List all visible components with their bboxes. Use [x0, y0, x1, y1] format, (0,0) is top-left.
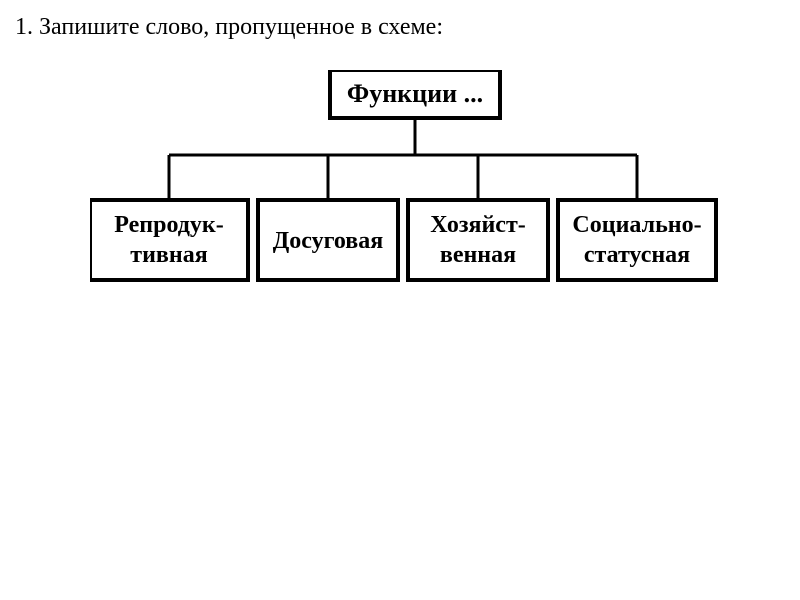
diagram-svg: Функции ... Репродук- тивная Досуговая Х… [90, 70, 730, 300]
org-diagram: Функции ... Репродук- тивная Досуговая Х… [90, 70, 710, 300]
root-label: Функции ... [347, 79, 483, 108]
child-label-2-line1: Досуговая [273, 228, 384, 254]
child-label-1-line2: тивная [130, 242, 207, 268]
child-label-3-line2: венная [440, 242, 516, 268]
question-prompt: 1. Запишите слово, пропущенное в схеме: [15, 14, 443, 41]
child-label-4-line1: Социально- [572, 212, 701, 238]
child-label-4-line2: статусная [584, 242, 690, 268]
child-label-3-line1: Хозяйст- [430, 212, 525, 238]
child-label-1-line1: Репродук- [114, 212, 223, 238]
